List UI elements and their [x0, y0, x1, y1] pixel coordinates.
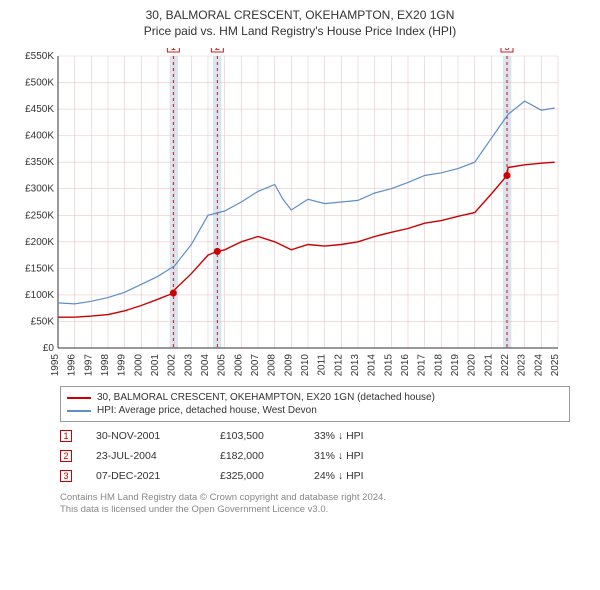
- svg-text:£50K: £50K: [31, 316, 55, 327]
- chart-container: 30, BALMORAL CRESCENT, OKEHAMPTON, EX20 …: [0, 0, 600, 525]
- svg-text:£400K: £400K: [25, 131, 54, 142]
- chart-plot: £0 £50K £100K £150K £200K £250K £300K £350K £400…: [10, 48, 590, 378]
- sale-date: 23-JUL-2004: [96, 450, 196, 462]
- svg-text:1996: 1996: [67, 354, 78, 377]
- svg-text:1995: 1995: [50, 354, 61, 377]
- svg-text:2025: 2025: [550, 354, 561, 377]
- svg-text:2017: 2017: [417, 354, 428, 377]
- footer: Contains HM Land Registry data © Crown c…: [60, 492, 570, 517]
- svg-text:2012: 2012: [333, 354, 344, 377]
- sale-marker: 2: [60, 450, 72, 462]
- chart-svg: £0 £50K £100K £150K £200K £250K £300K £350K £400…: [10, 48, 570, 378]
- svg-text:2018: 2018: [433, 354, 444, 377]
- svg-text:2019: 2019: [450, 354, 461, 377]
- legend-item: HPI: Average price, detached house, West…: [67, 404, 563, 417]
- svg-text:£450K: £450K: [25, 104, 54, 115]
- legend-label: 30, BALMORAL CRESCENT, OKEHAMPTON, EX20 …: [97, 392, 435, 403]
- footer-line2: This data is licensed under the Open Gov…: [60, 504, 570, 516]
- svg-text:1997: 1997: [83, 354, 94, 377]
- sales-table: 1 30-NOV-2001 £103,500 33% ↓ HPI 2 23-JUL-200…: [60, 426, 570, 486]
- svg-text:2000: 2000: [133, 354, 144, 377]
- chart-subtitle: Price paid vs. HM Land Registry's House …: [10, 24, 590, 38]
- svg-text:2011: 2011: [317, 354, 328, 376]
- svg-text:2009: 2009: [283, 354, 294, 377]
- sale-delta: 33% ↓ HPI: [314, 430, 394, 442]
- svg-text:2015: 2015: [383, 354, 394, 377]
- svg-text:2010: 2010: [300, 354, 311, 377]
- svg-text:2016: 2016: [400, 354, 411, 377]
- sale-delta: 31% ↓ HPI: [314, 450, 394, 462]
- svg-text:2: 2: [215, 48, 220, 52]
- svg-text:£550K: £550K: [25, 51, 54, 62]
- svg-text:2008: 2008: [267, 354, 278, 377]
- svg-text:£350K: £350K: [25, 157, 54, 168]
- svg-text:2024: 2024: [533, 354, 544, 377]
- sale-price: £325,000: [220, 470, 290, 482]
- svg-text:£200K: £200K: [25, 237, 54, 248]
- legend: 30, BALMORAL CRESCENT, OKEHAMPTON, EX20 …: [60, 386, 570, 422]
- svg-text:£300K: £300K: [25, 184, 54, 195]
- svg-text:2001: 2001: [150, 354, 161, 377]
- sale-delta: 24% ↓ HPI: [314, 470, 394, 482]
- svg-text:2007: 2007: [250, 354, 261, 377]
- legend-swatch: [67, 397, 91, 399]
- sale-date: 30-NOV-2001: [96, 430, 196, 442]
- legend-label: HPI: Average price, detached house, West…: [97, 405, 317, 416]
- svg-text:2023: 2023: [517, 354, 528, 377]
- chart-title: 30, BALMORAL CRESCENT, OKEHAMPTON, EX20 …: [10, 8, 590, 22]
- svg-text:1: 1: [171, 48, 176, 52]
- legend-item: 30, BALMORAL CRESCENT, OKEHAMPTON, EX20 …: [67, 391, 563, 404]
- sale-row: 2 23-JUL-2004 £182,000 31% ↓ HPI: [60, 446, 570, 466]
- svg-text:£250K: £250K: [25, 210, 54, 221]
- sale-date: 07-DEC-2021: [96, 470, 196, 482]
- svg-text:2014: 2014: [367, 354, 378, 377]
- footer-line1: Contains HM Land Registry data © Crown c…: [60, 492, 570, 504]
- svg-text:2022: 2022: [500, 354, 511, 377]
- svg-text:£500K: £500K: [25, 78, 54, 89]
- svg-text:2002: 2002: [167, 354, 178, 377]
- svg-text:1998: 1998: [100, 354, 111, 377]
- svg-text:2005: 2005: [217, 354, 228, 377]
- svg-text:£100K: £100K: [25, 290, 54, 301]
- sale-row: 3 07-DEC-2021 £325,000 24% ↓ HPI: [60, 466, 570, 486]
- sale-price: £103,500: [220, 430, 290, 442]
- svg-text:2003: 2003: [183, 354, 194, 377]
- svg-text:£150K: £150K: [25, 263, 54, 274]
- svg-text:2006: 2006: [233, 354, 244, 377]
- sale-marker: 3: [60, 470, 72, 482]
- sale-price: £182,000: [220, 450, 290, 462]
- svg-text:2004: 2004: [200, 354, 211, 377]
- legend-swatch: [67, 410, 91, 412]
- svg-text:2021: 2021: [483, 354, 494, 377]
- svg-text:1999: 1999: [117, 354, 128, 377]
- svg-text:£0: £0: [43, 343, 55, 354]
- svg-text:3: 3: [504, 48, 509, 52]
- sale-row: 1 30-NOV-2001 £103,500 33% ↓ HPI: [60, 426, 570, 446]
- sale-marker: 1: [60, 430, 72, 442]
- svg-text:2013: 2013: [350, 354, 361, 377]
- svg-text:2020: 2020: [467, 354, 478, 377]
